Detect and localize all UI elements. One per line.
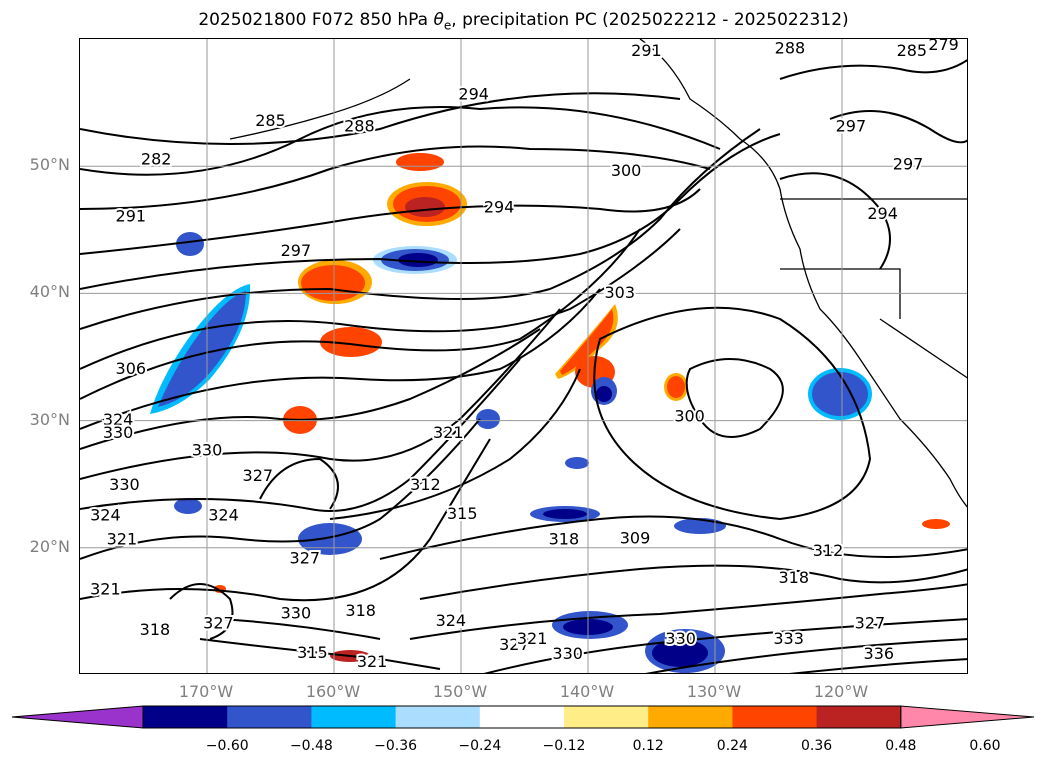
colorbar-outline <box>142 705 902 729</box>
contour-label: 315 <box>297 643 328 662</box>
colorbar-segment <box>143 706 228 728</box>
lon-label: 160°W <box>305 682 361 701</box>
contour-label: 285 <box>897 41 928 60</box>
colorbar-tick-label: −0.36 <box>374 738 418 754</box>
colorbar-segment <box>732 706 818 728</box>
contour-label: 330 <box>192 441 223 460</box>
theta-contours <box>80 59 967 673</box>
contour-label: 327 <box>499 635 530 654</box>
contour-label: 285 <box>255 111 286 130</box>
contour-label: 324 <box>90 506 121 525</box>
colorbar-tick-label: 0.12 <box>632 738 664 754</box>
contour-label: 324 <box>436 611 467 630</box>
contour-label: 333 <box>773 629 804 648</box>
contour-label: 336 <box>864 644 895 663</box>
contour-label: 291 <box>631 41 662 60</box>
contour-label: 321 <box>357 652 388 671</box>
title-theta-sub: e <box>443 18 452 33</box>
contour-label: 330 <box>552 644 583 663</box>
contour-label: 330 <box>281 603 312 622</box>
contour-label: 288 <box>775 39 806 58</box>
contour-label: 300 <box>611 161 642 180</box>
contour-label: 303 <box>604 283 635 302</box>
contour-label: 294 <box>458 84 489 103</box>
colorbar-tick-label: −0.24 <box>458 738 502 754</box>
contour-label: 318 <box>345 601 376 620</box>
contour-label: 318 <box>778 568 809 587</box>
contour-label: 330 <box>109 475 140 494</box>
contour-label: 306 <box>116 359 147 378</box>
colorbar-segment <box>564 706 649 728</box>
contour-label: 312 <box>813 541 844 560</box>
title-suffix: , precipitation PC (2025022212 - 2025022… <box>451 10 849 30</box>
contour-label: 300 <box>674 406 705 425</box>
colorbar-tick-label: −0.48 <box>289 738 333 754</box>
lon-label: 130°W <box>686 682 742 701</box>
contour-label: 327 <box>855 614 886 633</box>
lat-label: 40°N <box>29 282 70 302</box>
contour-label: 321 <box>433 423 464 442</box>
contour-label: 294 <box>484 198 515 217</box>
colorbar-tick-label: −0.60 <box>205 738 249 754</box>
contour-label: 321 <box>107 530 138 549</box>
lat-label: 50°N <box>29 155 70 175</box>
colorbar-tick-label: 0.48 <box>885 738 917 754</box>
map-title: 2025021800 F072 850 hPa θe, precipitatio… <box>0 10 1047 32</box>
lat-label: 20°N <box>29 536 70 556</box>
colorbar-tick-label: 0.24 <box>716 738 748 754</box>
contour-label: 294 <box>867 204 898 223</box>
lon-label: 120°W <box>813 682 869 701</box>
colorbar-segment <box>395 706 481 728</box>
lon-label: 140°W <box>559 682 615 701</box>
contour-label: 291 <box>116 207 147 226</box>
title-theta: θ <box>433 10 444 30</box>
graticule <box>80 39 967 673</box>
contour-label: 324 <box>103 410 134 429</box>
colorbar-segment <box>648 706 733 728</box>
contour-label: 315 <box>447 504 478 523</box>
contour-label: 297 <box>836 116 867 135</box>
lon-label: 150°W <box>432 682 488 701</box>
colorbar-tick-label: 0.60 <box>969 738 1001 754</box>
colorbar <box>11 705 1035 729</box>
contour-label: 309 <box>620 528 651 547</box>
contour-label: 312 <box>410 475 441 494</box>
contour-label: 330 <box>665 629 696 648</box>
colorbar-extend-high <box>900 705 1035 729</box>
colorbar-segment <box>816 706 902 728</box>
contour-label: 318 <box>140 620 171 639</box>
lon-label: 170°W <box>178 682 234 701</box>
colorbar-segment <box>227 706 312 728</box>
contour-label: 327 <box>243 466 274 485</box>
colorbar-tick-label: 0.36 <box>801 738 833 754</box>
contour-label: 327 <box>203 614 234 633</box>
contour-label: 288 <box>344 116 375 135</box>
contour-label: 318 <box>549 530 580 549</box>
colorbar-segment <box>479 706 565 728</box>
title-prefix: 2025021800 F072 850 hPa <box>198 10 434 30</box>
contour-label: 297 <box>893 154 924 173</box>
contour-label: 321 <box>90 579 121 598</box>
contour-label: 327 <box>290 549 321 568</box>
contour-label: 279 <box>928 39 959 54</box>
colorbar-segment <box>311 706 397 728</box>
map-panel: 294 288 285 282 291 297 294 300 303 300 306 324 330 3… <box>79 38 968 674</box>
lat-label: 30°N <box>29 409 70 429</box>
contour-label: 324 <box>208 506 239 525</box>
contour-label: 282 <box>141 149 172 168</box>
colorbar-tick-label: −0.12 <box>542 738 586 754</box>
colorbar-extend-low <box>11 705 144 729</box>
contour-labels: 2942882852822912972943003033003063243303… <box>88 39 961 673</box>
contour-label: 321 <box>517 629 548 648</box>
contour-label: 297 <box>281 241 312 260</box>
map-canvas: 2942882852822912972943003033003063243303… <box>80 39 967 673</box>
contour-label: 330 <box>103 423 134 442</box>
